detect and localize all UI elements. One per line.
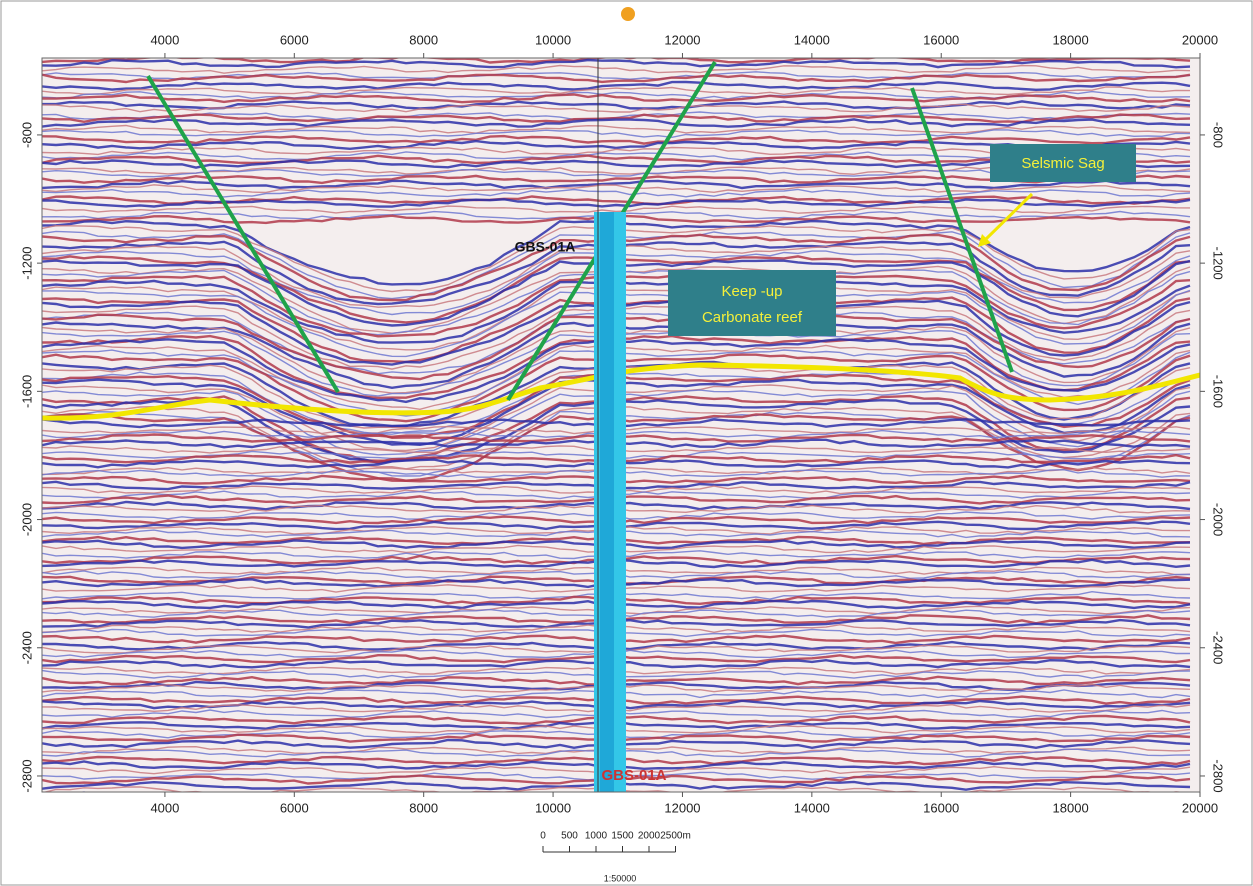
x-tick-label: 18000 [1053,32,1089,47]
reflector [42,86,1191,96]
y-tick-label: -1600 [1211,375,1226,408]
scale-label: 0 [540,831,546,842]
reflector [42,188,1191,198]
x-tick-label: 16000 [923,32,959,47]
fault [146,74,340,394]
reflector [42,198,1191,208]
fault [910,87,1014,373]
y-tick-label: -800 [1211,122,1226,148]
x-tick-label: 14000 [794,32,830,47]
interpretation [42,58,1200,792]
x-tick-label: 4000 [150,32,179,47]
x-tick-label: 14000 [794,800,830,815]
reflector [42,71,1191,81]
scale-label: 2500m [660,831,691,842]
scale-label: 1000 [585,831,608,842]
x-tick-label: 16000 [923,800,959,815]
reflector [42,100,1191,110]
annotation: Carbonate reef [702,309,803,326]
annotation: Selsmic Sag [1021,155,1104,172]
x-tick-label: 8000 [409,800,438,815]
reflector [42,179,1191,190]
reflector [42,124,1191,134]
y-tick-label: -1200 [1211,247,1226,280]
reflector [42,80,1191,92]
reflector [42,103,1191,113]
x-tick-label: 20000 [1182,32,1218,47]
x-tick-label: 4000 [150,800,179,815]
y-tick-label: -2000 [1211,503,1226,536]
well-log-inner [600,212,614,792]
y-tick-label: -2800 [19,759,34,792]
x-tick-label: 20000 [1182,800,1218,815]
reflector [42,93,1191,104]
scale-label: 2000 [638,831,661,842]
well-label: GBS-01A [601,767,666,784]
annotation: Keep -up [722,283,783,300]
x-tick-label: 10000 [535,32,571,47]
y-tick-label: -2400 [19,631,34,664]
annotation-box [990,144,1136,182]
reflector [42,129,1191,139]
y-tick-label: -800 [19,122,34,148]
reflector [42,73,1191,84]
plot-border [41,57,1201,793]
x-tick-label: 8000 [409,32,438,47]
reflector [42,58,1191,69]
scale-ratio: 1:50000 [604,873,637,883]
reflector [42,64,1191,74]
y-tick-label: -2000 [19,503,34,536]
arrow-head [978,234,991,247]
scale-label: 1500 [611,831,634,842]
x-tick-label: 12000 [664,800,700,815]
y-tick-label: -1200 [19,247,34,280]
y-tick-label: -2800 [1211,759,1226,792]
reflector [42,134,1191,145]
scale-bar: 0 500 1000 1500 2000 2500m [540,831,691,853]
x-tick-label: 18000 [1053,800,1089,815]
scale-label: 500 [561,831,578,842]
reflector [42,184,1191,194]
arrow [983,192,1034,242]
x-tick-label: 6000 [280,800,309,815]
x-tick-label: 6000 [280,32,309,47]
reflector [42,58,1191,64]
reflector [42,118,1191,128]
y-tick-label: -2400 [1211,631,1226,664]
y-tick-label: -1600 [19,375,34,408]
annotation-box [668,270,836,336]
well-label: GBS-01A [515,239,576,255]
x-tick-label: 12000 [664,32,700,47]
reflector [42,205,1191,214]
logo [621,7,635,21]
x-tick-label: 10000 [535,800,571,815]
reflector [42,113,1191,124]
